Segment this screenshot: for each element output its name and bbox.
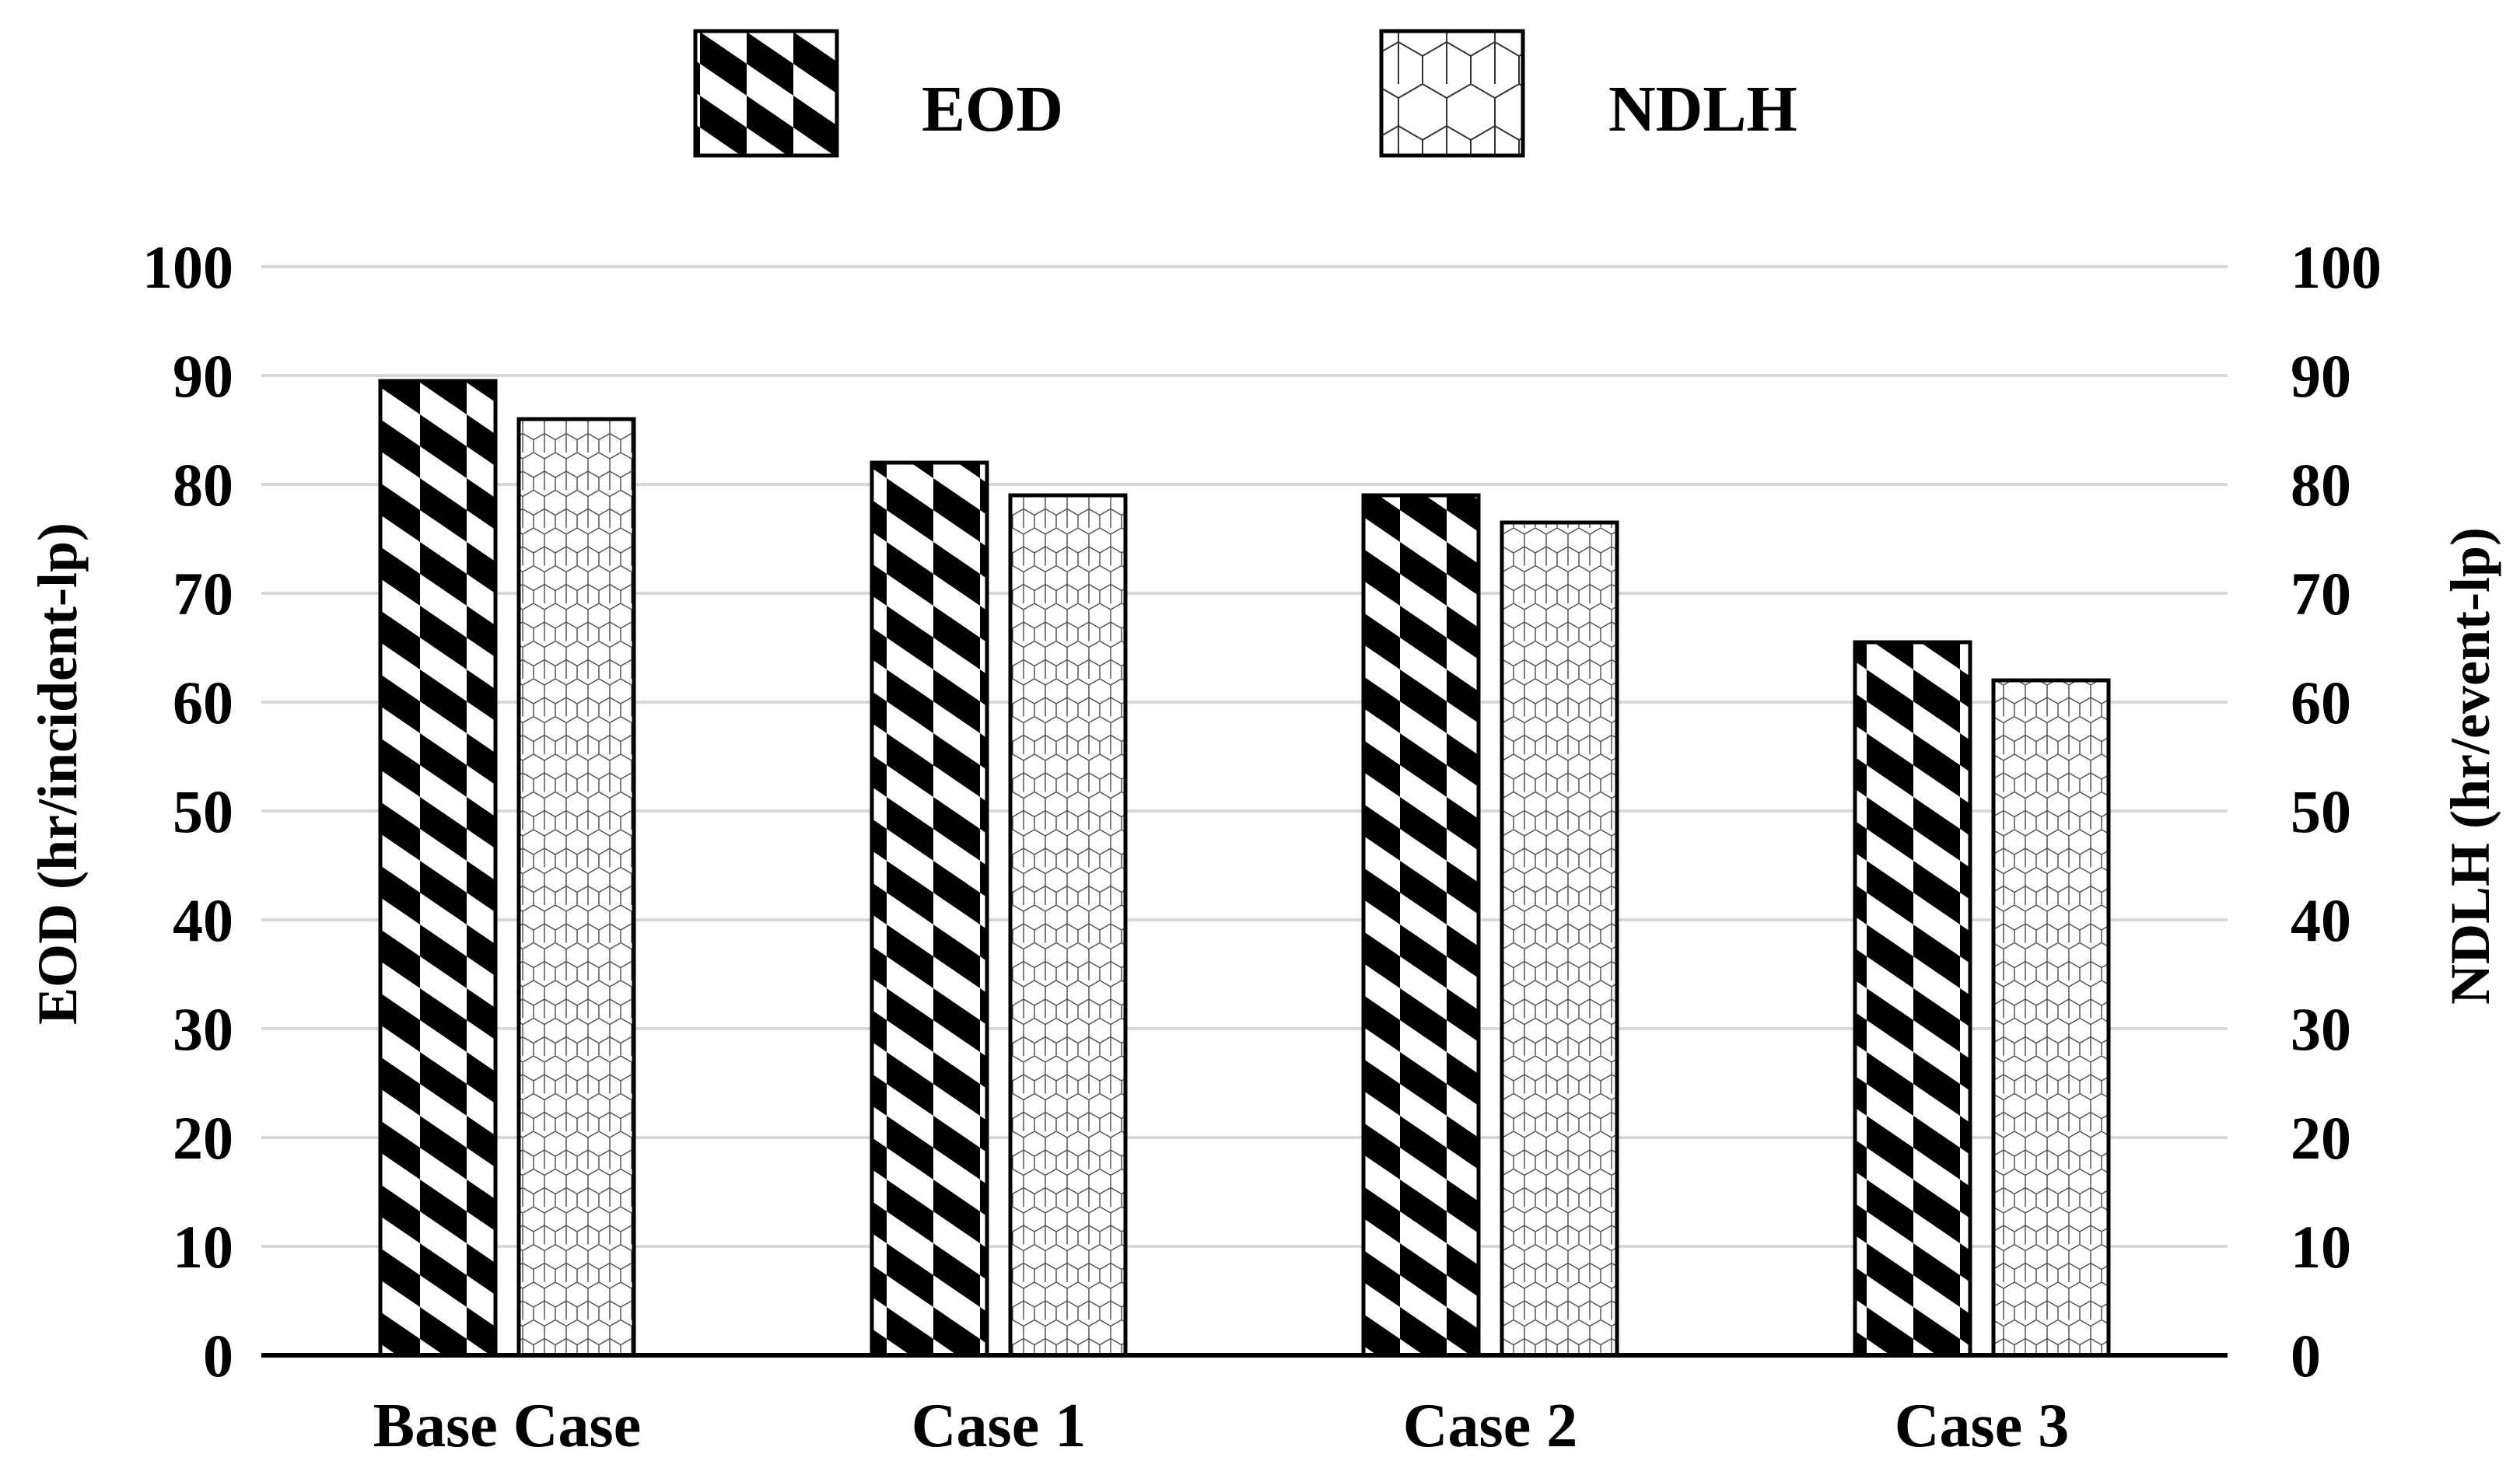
y-tick-left: 0 bbox=[203, 1322, 233, 1389]
y-tick-right: 90 bbox=[2291, 342, 2351, 410]
y-tick-right: 80 bbox=[2291, 451, 2351, 519]
y-tick-left: 80 bbox=[173, 451, 233, 519]
y-tick-left: 10 bbox=[173, 1213, 233, 1281]
x-tick-label: Case 1 bbox=[912, 1392, 1086, 1460]
y-tick-left: 70 bbox=[173, 560, 233, 627]
y-tick-right: 100 bbox=[2291, 233, 2382, 301]
y-tick-left: 20 bbox=[173, 1104, 233, 1172]
y-tick-right: 20 bbox=[2291, 1104, 2351, 1172]
bar-eod-case-1 bbox=[870, 460, 989, 1358]
x-tick-label: Base Case bbox=[373, 1392, 641, 1460]
y-tick-right: 50 bbox=[2291, 778, 2351, 845]
bar-eod-case-2 bbox=[1361, 493, 1481, 1358]
x-tick-label: Case 3 bbox=[1895, 1392, 2069, 1460]
y-tick-right: 10 bbox=[2291, 1213, 2351, 1281]
y-tick-right: 60 bbox=[2291, 669, 2351, 736]
legend: EOD NDLH bbox=[693, 29, 1797, 158]
y-axis-right-title: NDLH (hr/event-lp) bbox=[2439, 527, 2501, 1005]
y-tick-right: 0 bbox=[2291, 1322, 2321, 1389]
bars bbox=[378, 379, 2111, 1358]
y-tick-right: 40 bbox=[2291, 886, 2351, 954]
y-tick-left: 50 bbox=[173, 778, 233, 845]
y-tick-left: 100 bbox=[142, 233, 233, 301]
bar-ndlh-case-3 bbox=[1991, 678, 2111, 1358]
bar-ndlh-case-2 bbox=[1500, 520, 1619, 1358]
legend-swatch-ndlh bbox=[1379, 29, 1525, 158]
bar-ndlh-case-1 bbox=[1008, 493, 1128, 1358]
y-tick-left: 30 bbox=[173, 995, 233, 1063]
legend-swatch-eod bbox=[693, 29, 839, 158]
legend-label-ndlh: NDLH bbox=[1608, 73, 1797, 145]
y-tick-left: 90 bbox=[173, 342, 233, 410]
bar-ndlh-base-case bbox=[516, 417, 636, 1358]
x-axis-labels: Base Case Case 1 Case 2 Case 3 bbox=[373, 1392, 2069, 1460]
x-tick-label: Case 2 bbox=[1403, 1392, 1577, 1460]
y-tick-right: 30 bbox=[2291, 995, 2351, 1063]
bar-eod-base-case bbox=[378, 379, 498, 1358]
y-tick-left: 40 bbox=[173, 886, 233, 954]
bar-eod-case-3 bbox=[1853, 640, 1972, 1358]
y-axis-left-title: EOD (hr/incident-lp) bbox=[26, 523, 89, 1025]
legend-label-eod: EOD bbox=[922, 73, 1063, 145]
y-tick-right: 70 bbox=[2291, 560, 2351, 627]
y-axis-left-ticks: 0 10 20 30 40 50 60 70 80 90 100 bbox=[142, 233, 233, 1389]
y-axis-right-ticks: 0 10 20 30 40 50 60 70 80 90 100 bbox=[2291, 233, 2382, 1389]
y-tick-left: 60 bbox=[173, 669, 233, 736]
